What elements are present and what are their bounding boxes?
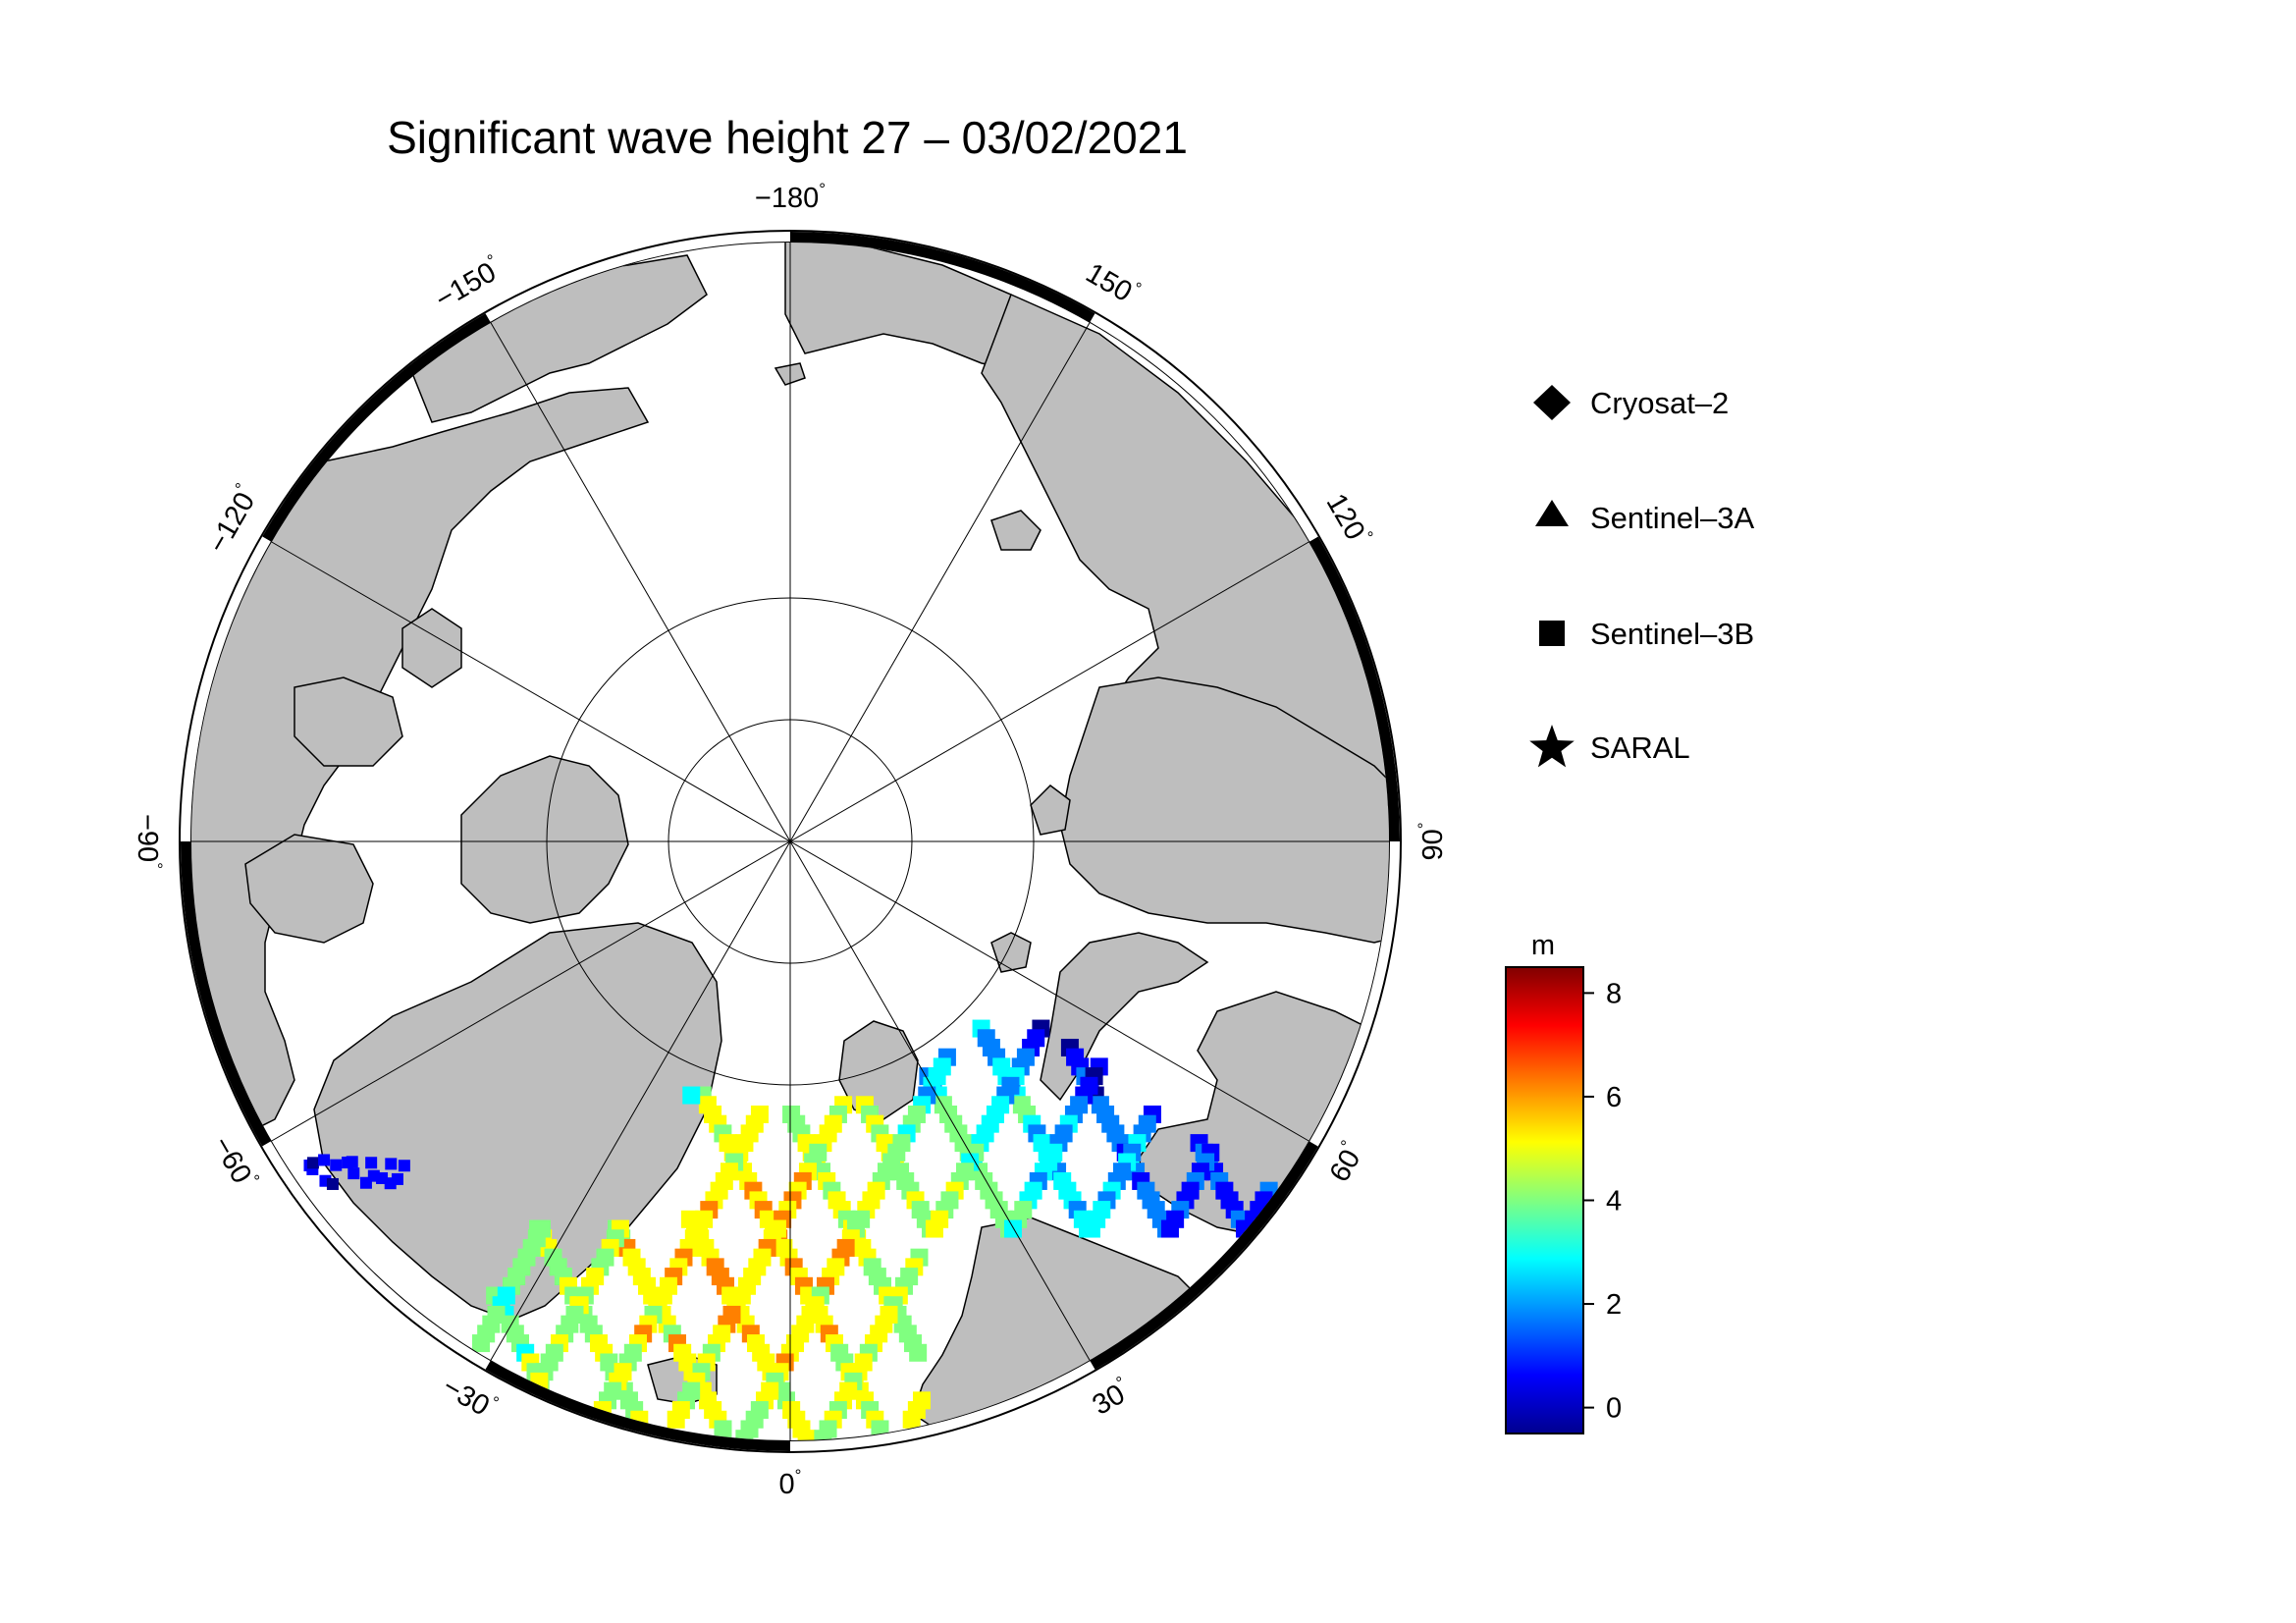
swh-observation [398,1160,410,1172]
latitude-circle [546,597,1035,1086]
colorbar-ticks: 8 6 4 2 0 [1583,978,1622,1425]
colorbar-tick-label: 2 [1606,1289,1622,1321]
frame-segment [262,1141,491,1370]
legend-item-cryosat-2: Cryosat–2 [1533,385,1729,420]
colorbar-tick-label: 8 [1606,978,1622,1009]
graticule [191,243,1389,1440]
swh-observation [925,1219,943,1238]
swh-observation [909,1343,928,1362]
longitude-label: −30° [437,1368,502,1426]
colorbar-gradient [1505,966,1584,1434]
meridian-line [490,322,1091,1361]
triangle-icon [1535,500,1569,526]
frame-segment [485,1361,791,1451]
land-taymyr [1059,676,1389,944]
swh-observation [1160,1219,1179,1238]
longitude-label: 30° [1086,1373,1137,1422]
colorbar-tick-label: 6 [1606,1082,1622,1113]
swh-observation [797,1430,816,1440]
frame-segment [1090,1141,1318,1370]
legend-label: Sentinel–3B [1590,617,1754,651]
swh-observation [667,1410,685,1429]
colorbar-tick-label: 4 [1606,1186,1622,1217]
frame-segment [485,232,791,322]
colorbar-tick-label: 0 [1606,1393,1622,1425]
colorbar: m 8 6 4 2 0 [1505,930,1622,1434]
longitude-label: 120° [1320,487,1377,552]
latitude-circle [667,719,913,964]
legend-label: SARAL [1590,730,1690,765]
land-alaska [411,254,708,423]
swh-observation [814,1430,832,1440]
legend-item-saral: SARAL [1529,725,1690,768]
frame-segment [262,313,491,542]
swh-observation [682,1086,701,1105]
longitude-label: 60° [1321,1137,1370,1188]
map-title: Significant wave height 27 – 03/02/2021 [387,112,1188,163]
swh-observation [735,1430,754,1440]
legend-item-sentinel-3a: Sentinel–3A [1535,500,1755,535]
swh-observation [326,1177,339,1190]
land-banks-island [401,608,462,688]
satellite-legend: Cryosat–2 Sentinel–3A Sentinel–3B SARAL [1529,385,1755,768]
square-icon [1539,621,1565,646]
frame-outer-ring [179,230,1402,1453]
frame-segment [1309,840,1400,1147]
swh-observation [330,1159,343,1171]
frame-segment [789,1361,1095,1451]
frame-segment [181,840,271,1147]
map-frame [179,230,1402,1453]
diamond-icon [1533,385,1571,420]
legend-item-sentinel-3b: Sentinel–3B [1539,617,1754,651]
land-ellesmere [460,755,629,924]
swh-observation [365,1157,378,1169]
land-severnaya-zemlya [1030,784,1071,836]
swh-observation [1003,1219,1022,1238]
star-icon [1529,725,1575,768]
longitude-label: −90° [132,814,167,869]
longitude-label: 0° [779,1466,802,1501]
swh-observation [318,1154,331,1166]
land-svalbard [838,1020,919,1120]
swh-observation [347,1167,360,1180]
swh-observation [714,1420,732,1438]
swh-observation [346,1156,358,1168]
legend-label: Sentinel–3A [1590,501,1755,535]
frame-segment [181,536,271,842]
longitude-label: 90° [1415,822,1450,860]
longitude-label: −180° [755,180,826,215]
swh-observation [472,1334,491,1353]
swh-observation [1082,1219,1100,1238]
longitude-label: 150° [1081,254,1146,311]
swh-observation [902,1410,921,1429]
swh-observation [391,1172,403,1185]
colorbar-unit: m [1531,930,1555,961]
swh-observation [306,1157,319,1169]
land-baffin-island [244,834,374,944]
legend-label: Cryosat–2 [1590,386,1729,420]
frame-segment [789,232,1095,322]
frame-segment [1090,313,1318,542]
land-new-siberian-islands [990,510,1041,551]
swh-observation [385,1158,398,1170]
land-canada [191,387,650,1140]
wave-height-tracks [303,1019,1278,1440]
land-victoria-island [294,676,403,767]
longitude-label: −60° [206,1129,264,1194]
frame-segment [1309,536,1400,842]
